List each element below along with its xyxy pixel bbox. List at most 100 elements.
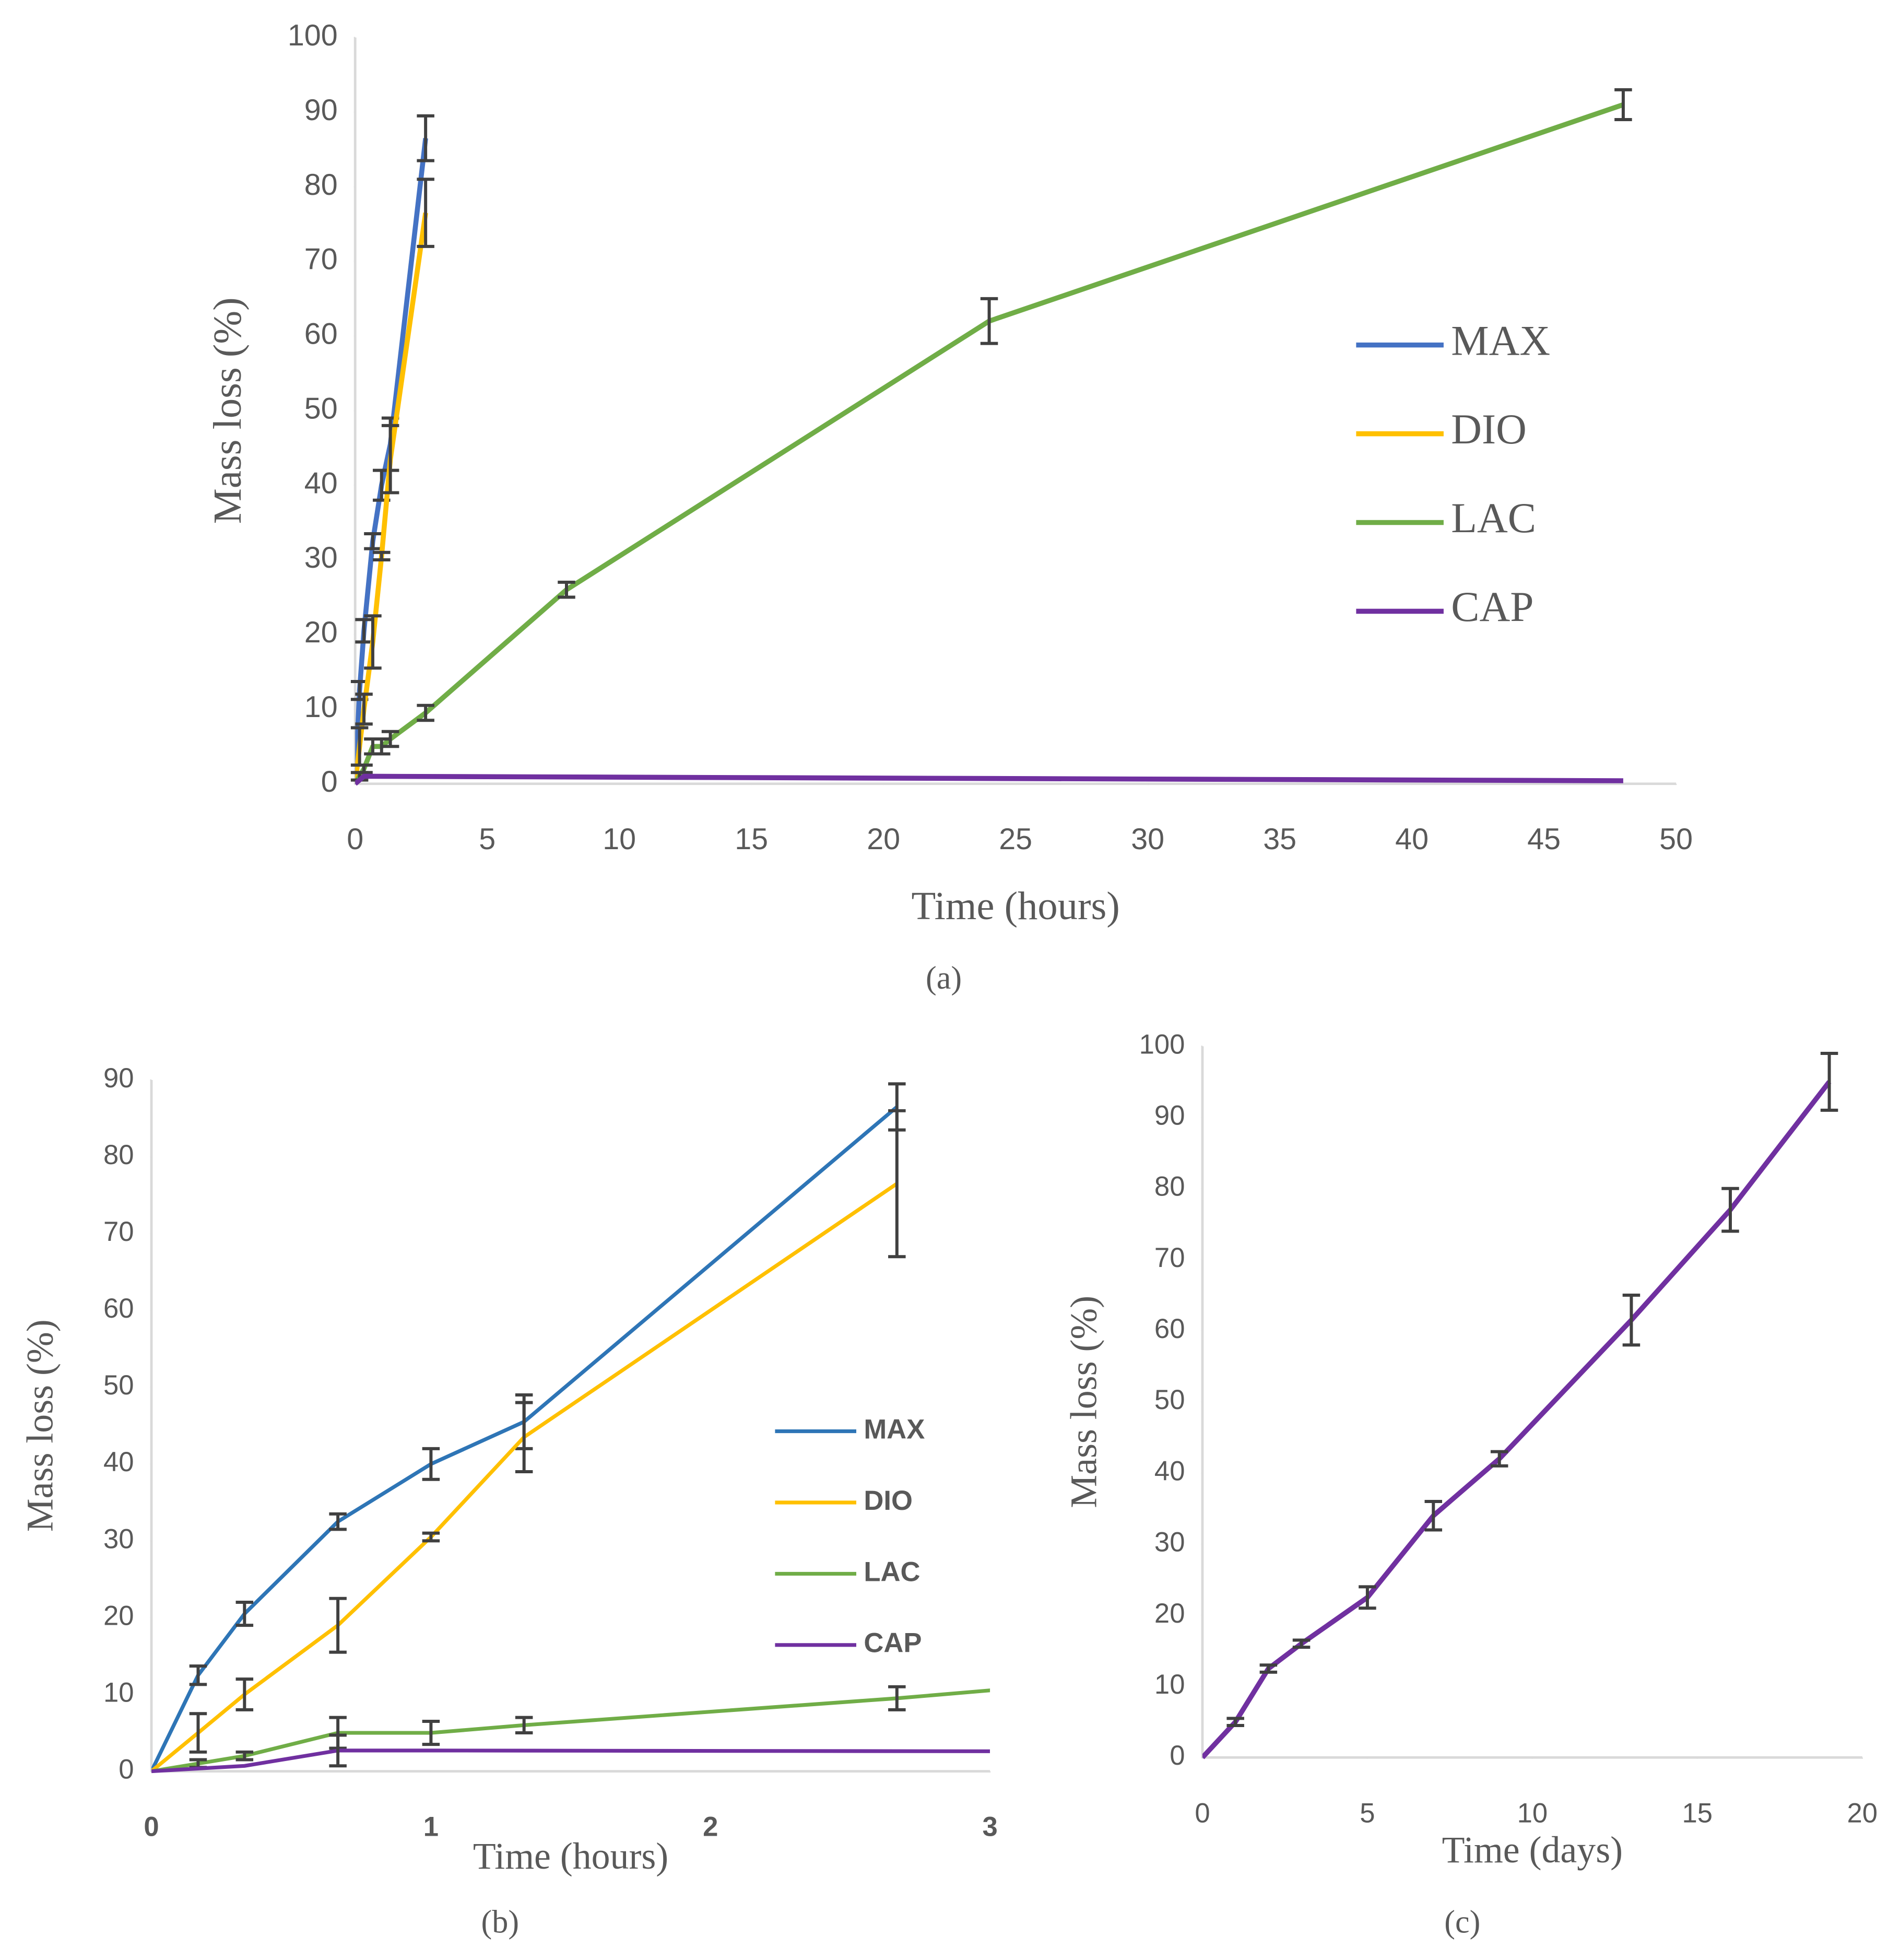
error-bar (558, 580, 575, 599)
legend-label: DIO (1451, 405, 1527, 453)
error-bar (1614, 88, 1632, 121)
y-tick-label: 40 (1154, 1456, 1185, 1486)
error-bar (329, 1597, 347, 1654)
error-bar (888, 1109, 906, 1259)
error-bar (373, 550, 391, 562)
error-bar (355, 764, 373, 774)
legend-label: LAC (1451, 494, 1536, 542)
y-tick-label: 60 (103, 1293, 134, 1324)
x-tick-label: 25 (999, 823, 1032, 856)
error-bar (329, 1733, 347, 1768)
error-bar (515, 1401, 533, 1474)
y-tick-label: 50 (103, 1370, 134, 1401)
panel-label: (a) (926, 960, 962, 996)
y-tick-label: 20 (1154, 1598, 1185, 1629)
legend-label: LAC (864, 1556, 920, 1587)
y-tick-label: 100 (1139, 1029, 1185, 1060)
error-bar (422, 1447, 440, 1481)
y-tick-label: 10 (1154, 1669, 1185, 1700)
y-tick-label: 20 (103, 1600, 134, 1631)
error-bar (235, 1677, 254, 1711)
y-tick-label: 40 (304, 466, 338, 500)
x-tick-label: 10 (1517, 1798, 1548, 1828)
y-tick-label: 70 (1154, 1242, 1185, 1273)
y-axis-title: Mass loss (%) (205, 297, 250, 524)
x-tick-label: 15 (735, 823, 768, 856)
y-tick-label: 0 (119, 1754, 134, 1785)
error-bar (381, 730, 399, 748)
x-tick-label: 2 (703, 1812, 718, 1842)
error-bar (515, 1716, 533, 1735)
error-bar (189, 1712, 207, 1754)
y-tick-label: 20 (304, 616, 338, 649)
series-line (151, 1748, 990, 1774)
y-tick-label: 60 (1154, 1313, 1185, 1344)
error-bar (364, 614, 382, 670)
panel-label: (b) (481, 1904, 520, 1940)
y-axis-title: Mass loss (%) (19, 1319, 61, 1532)
x-tick-label: 5 (1360, 1798, 1375, 1828)
y-tick-label: 70 (304, 243, 338, 276)
error-bar (417, 178, 434, 248)
y-tick-label: 30 (103, 1523, 134, 1554)
series-line (355, 212, 428, 784)
error-bar (422, 1531, 440, 1543)
y-tick-label: 100 (288, 19, 338, 52)
y-tick-label: 50 (1154, 1384, 1185, 1415)
x-tick-label: 30 (1131, 823, 1164, 856)
x-tick-label: 10 (603, 823, 636, 856)
x-tick-label: 1 (423, 1812, 439, 1842)
x-tick-label: 50 (1659, 823, 1693, 856)
x-axis-title: Time (days) (1442, 1829, 1623, 1871)
x-tick-label: 5 (479, 823, 495, 856)
legend-label: MAX (864, 1414, 925, 1445)
error-bar (235, 1750, 254, 1762)
x-axis-title: Time (hours) (912, 884, 1120, 928)
error-bar (888, 1685, 906, 1711)
series-line (1202, 1080, 1832, 1759)
y-tick-label: 80 (304, 168, 338, 202)
error-bar (1820, 1051, 1838, 1112)
x-tick-label: 20 (867, 823, 900, 856)
error-bar (235, 1601, 254, 1627)
error-bar (1490, 1450, 1508, 1468)
series-line (355, 773, 1623, 786)
y-axis-title: Mass loss (%) (1063, 1296, 1104, 1508)
x-tick-label: 35 (1263, 823, 1296, 856)
error-bar (1359, 1585, 1376, 1610)
error-bar (1226, 1717, 1244, 1727)
legend-label: DIO (864, 1485, 913, 1516)
y-tick-label: 10 (103, 1677, 134, 1708)
error-bar (364, 532, 382, 550)
legend-label: CAP (864, 1628, 922, 1659)
legend-label: CAP (1451, 583, 1533, 630)
y-tick-label: 70 (103, 1216, 134, 1247)
error-bar (1721, 1187, 1739, 1233)
error-bar (329, 1512, 347, 1531)
x-tick-label: 45 (1527, 823, 1561, 856)
y-tick-label: 90 (1154, 1100, 1185, 1131)
y-tick-label: 90 (304, 93, 338, 127)
x-tick-label: 20 (1847, 1798, 1878, 1828)
error-bar (381, 424, 399, 495)
error-bar (189, 1664, 207, 1686)
x-tick-label: 15 (1682, 1798, 1713, 1828)
series-line (355, 102, 1624, 785)
series-line (151, 1182, 898, 1773)
error-bar (1424, 1499, 1443, 1532)
y-tick-label: 80 (103, 1140, 134, 1170)
y-tick-label: 60 (304, 318, 338, 351)
y-tick-label: 30 (304, 541, 338, 574)
y-tick-label: 80 (1154, 1171, 1185, 1202)
error-bar (1259, 1663, 1278, 1674)
y-tick-label: 50 (304, 392, 338, 425)
error-bar (373, 737, 391, 756)
y-tick-label: 10 (304, 690, 338, 724)
y-tick-label: 0 (1170, 1740, 1185, 1771)
y-tick-label: 90 (103, 1063, 134, 1094)
error-bar (1622, 1294, 1641, 1347)
error-bar (417, 114, 434, 162)
error-bar (355, 618, 373, 644)
error-bar (417, 703, 434, 722)
